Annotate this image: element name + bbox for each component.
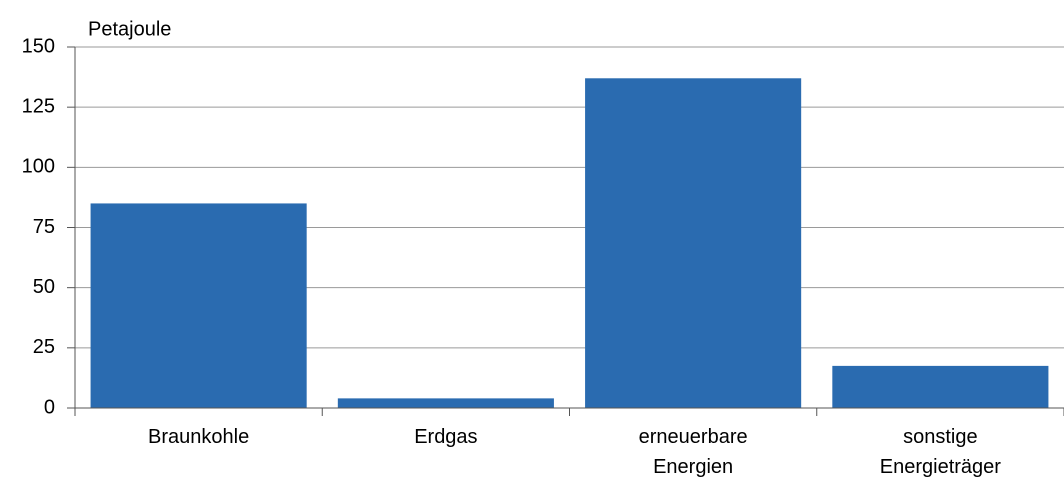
x-tick-label: Erdgas	[414, 426, 478, 448]
bar	[585, 78, 802, 408]
y-tick-label: 0	[44, 396, 55, 418]
x-tick-label: sonstige Energieträger	[879, 426, 1001, 478]
bar	[90, 203, 307, 408]
y-tick-label: 150	[22, 35, 55, 57]
y-tick-label: 50	[33, 276, 55, 298]
bar	[337, 398, 554, 408]
y-tick-label: 25	[33, 336, 55, 358]
y-axis-label: Petajoule	[88, 18, 171, 40]
y-tick-label: 100	[22, 156, 55, 178]
bar	[832, 365, 1049, 408]
x-tick-label: Braunkohle	[148, 426, 250, 448]
y-tick-label: 75	[33, 216, 55, 238]
x-tick-label: erneuerbare Energien	[638, 426, 748, 478]
y-tick-label: 125	[22, 95, 55, 117]
